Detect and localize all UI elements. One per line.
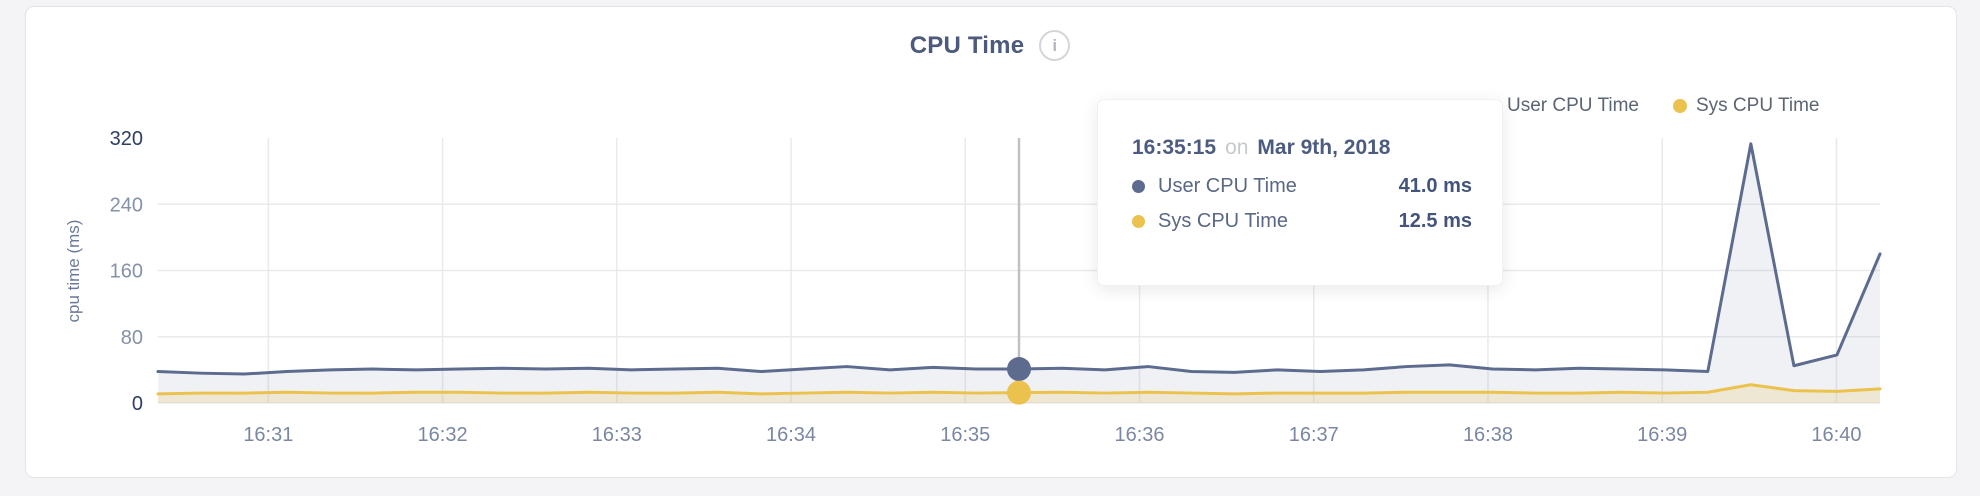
chart-legend: User CPU Time Sys CPU Time [1484, 95, 1820, 117]
tooltip-row-sys: Sys CPU Time 12.5 ms [1132, 210, 1472, 233]
hover-tooltip: 16:35:15 on Mar 9th, 2018 User CPU Time … [1097, 99, 1503, 286]
x-tick-label: 16:36 [1114, 424, 1164, 446]
x-tick-label: 16:39 [1637, 424, 1687, 446]
tooltip-header: 16:35:15 on Mar 9th, 2018 [1132, 136, 1472, 160]
y-tick-label: 160 [110, 261, 143, 283]
sys-series-dot-icon [1132, 215, 1145, 228]
tooltip-row-user: User CPU Time 41.0 ms [1132, 175, 1472, 198]
crosshair-user-dot [1007, 357, 1031, 382]
x-tick-label: 16:37 [1289, 424, 1339, 446]
legend-item-user-cpu[interactable]: User CPU Time [1484, 95, 1639, 117]
crosshair-sys-dot [1007, 380, 1031, 405]
user-series-dot-icon [1132, 180, 1145, 193]
legend-item-sys-cpu[interactable]: Sys CPU Time [1672, 95, 1820, 117]
chart-title: CPU Time [909, 31, 1025, 59]
chart-card [25, 6, 1957, 478]
info-icon[interactable]: i [1039, 30, 1071, 61]
tooltip-date: Mar 9th, 2018 [1257, 136, 1391, 159]
tooltip-series-label: Sys CPU Time [1158, 210, 1289, 232]
y-tick-label: 80 [121, 327, 143, 349]
tooltip-series-value: 41.0 ms [1398, 175, 1472, 197]
x-tick-label: 16:40 [1811, 424, 1861, 446]
plot-area[interactable] [158, 138, 1880, 403]
y-tick-label: 240 [110, 194, 143, 216]
y-tick-label: 320 [110, 128, 143, 150]
chart-header: CPU Time i [0, 30, 1980, 61]
tooltip-time: 16:35:15 [1132, 136, 1217, 159]
x-tick-label: 16:32 [418, 424, 468, 446]
x-tick-label: 16:34 [766, 424, 816, 446]
legend-label: Sys CPU Time [1695, 95, 1820, 116]
x-tick-label: 16:33 [592, 424, 642, 446]
x-tick-label: 16:38 [1463, 424, 1513, 446]
user-cpu-area [158, 143, 1880, 403]
x-tick-label: 16:35 [940, 424, 990, 446]
legend-label: User CPU Time [1507, 95, 1639, 116]
y-axis-title: cpu time (ms) [64, 220, 83, 323]
sys-series-dot-icon [1672, 99, 1687, 113]
x-tick-label: 16:31 [243, 424, 293, 446]
tooltip-connector: on [1225, 136, 1249, 159]
tooltip-series-value: 12.5 ms [1398, 210, 1472, 232]
tooltip-series-label: User CPU Time [1158, 175, 1297, 197]
y-tick-label: 0 [132, 393, 143, 415]
